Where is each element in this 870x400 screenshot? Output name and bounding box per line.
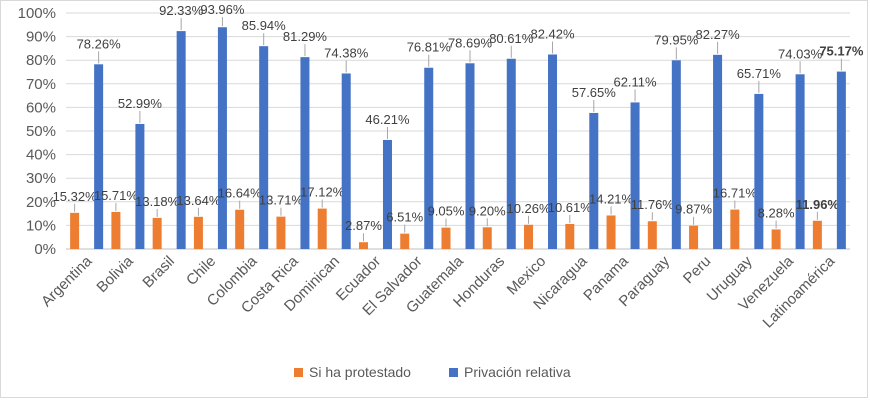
deprivation-bar (424, 67, 434, 250)
deprivation-bar (589, 112, 599, 249)
x-category-label: Brasil (139, 253, 178, 292)
deprivation-bar (754, 93, 764, 249)
protest-data-label: 13.71% (259, 193, 304, 208)
deprivation-bar (506, 58, 516, 249)
protest-data-label: 9.20% (469, 203, 506, 218)
deprivation-bar (135, 123, 145, 249)
deprivation-data-label: 52.99% (118, 96, 163, 111)
protest-bar (482, 227, 492, 249)
deprivation-bar (713, 54, 723, 249)
deprivation-data-label: 81.29% (283, 29, 328, 44)
protest-bar (606, 215, 616, 249)
deprivation-data-label: 78.26% (77, 36, 122, 51)
y-tick-label: 100% (18, 5, 56, 22)
deprivation-data-label: 57.65% (572, 85, 617, 100)
protest-data-label: 2.87% (345, 218, 382, 233)
deprivation-data-label: 46.21% (365, 112, 410, 127)
deprivation-data-label: 82.42% (530, 26, 575, 41)
protest-data-label: 11.96% (796, 197, 840, 212)
x-category-label: Latinoamérica (760, 252, 839, 331)
protest-bar (812, 220, 822, 249)
deprivation-data-label: 82.27% (696, 27, 741, 42)
protest-data-label: 13.64% (176, 193, 221, 208)
deprivation-bar (259, 46, 269, 250)
deprivation-bar (630, 102, 640, 249)
legend-item-protest: Si ha protestado (309, 364, 411, 380)
x-category-label: Bolivia (93, 252, 137, 296)
deprivation-bar (836, 71, 846, 249)
protest-data-label: 17.12% (300, 185, 345, 200)
y-tick-label: 20% (26, 194, 56, 211)
protest-data-label: 11.76% (631, 197, 675, 212)
protest-bar (152, 217, 162, 249)
deprivation-data-label: 76.81% (407, 40, 452, 55)
legend-item-deprivation: Privación relativa (464, 364, 571, 380)
x-category-label: Argentina (38, 252, 96, 310)
deprivation-bar (795, 74, 805, 249)
protest-data-label: 8.28% (758, 205, 795, 220)
protest-data-label: 9.87% (675, 202, 712, 217)
protest-bar (689, 225, 699, 249)
deprivation-data-label: 79.95% (654, 32, 699, 47)
deprivation-data-label: 85.94% (242, 18, 287, 33)
protest-bar (400, 233, 410, 249)
protest-data-label: 10.26% (506, 201, 551, 216)
protest-bar (441, 227, 451, 249)
deprivation-bar (176, 31, 186, 250)
y-tick-label: 70% (26, 76, 56, 93)
deprivation-bar (300, 57, 310, 249)
protest-bar (193, 216, 203, 249)
protest-bar (276, 216, 286, 249)
protest-bar (317, 208, 327, 249)
legend-swatch (294, 368, 303, 377)
y-tick-label: 60% (26, 99, 56, 116)
deprivation-data-label: 93.96% (200, 2, 245, 17)
protest-data-label: 15.32% (53, 189, 98, 204)
deprivation-data-label: 74.03% (778, 46, 823, 61)
y-tick-label: 50% (26, 123, 56, 140)
deprivation-data-label: 78.69% (448, 35, 493, 50)
deprivation-bar (341, 73, 351, 250)
deprivation-bar (382, 139, 392, 249)
protest-data-label: 15.71% (94, 188, 139, 203)
deprivation-bar (671, 60, 681, 250)
deprivation-bar (94, 64, 104, 249)
y-tick-label: 30% (26, 170, 56, 187)
protest-bar (111, 211, 121, 249)
x-category-label: Chile (183, 253, 219, 289)
protest-data-label: 9.05% (428, 204, 465, 219)
protest-bar (235, 209, 245, 249)
protest-bar (730, 209, 740, 249)
y-tick-label: 40% (26, 147, 56, 164)
protest-bar (771, 229, 781, 249)
protest-data-label: 14.21% (589, 191, 634, 206)
legend-swatch (449, 368, 458, 377)
protest-data-label: 6.51% (386, 210, 423, 225)
deprivation-data-label: 80.61% (489, 31, 534, 46)
x-category-label: Peru (680, 253, 714, 287)
protest-bar (565, 223, 575, 249)
y-tick-label: 10% (26, 217, 56, 234)
protest-bar (70, 212, 80, 249)
protest-data-label: 16.71% (713, 186, 758, 201)
deprivation-bar (465, 63, 475, 250)
deprivation-bar (548, 54, 558, 249)
protest-data-label: 10.61% (548, 200, 593, 215)
protest-bar (647, 221, 657, 249)
y-tick-label: 90% (26, 29, 56, 46)
deprivation-data-label: 74.38% (324, 45, 369, 60)
deprivation-data-label: 92.33% (159, 3, 204, 18)
protest-bar (524, 224, 534, 249)
deprivation-data-label: 65.71% (737, 66, 782, 81)
deprivation-bar (217, 27, 227, 250)
protest-bar (358, 242, 368, 249)
protest-data-label: 13.18% (135, 194, 180, 209)
deprivation-data-label: 62.11% (613, 74, 657, 89)
y-tick-label: 80% (26, 52, 56, 69)
y-tick-label: 0% (34, 241, 56, 258)
protest-data-label: 16.64% (218, 186, 263, 201)
deprivation-data-label: 75.17% (819, 44, 864, 59)
